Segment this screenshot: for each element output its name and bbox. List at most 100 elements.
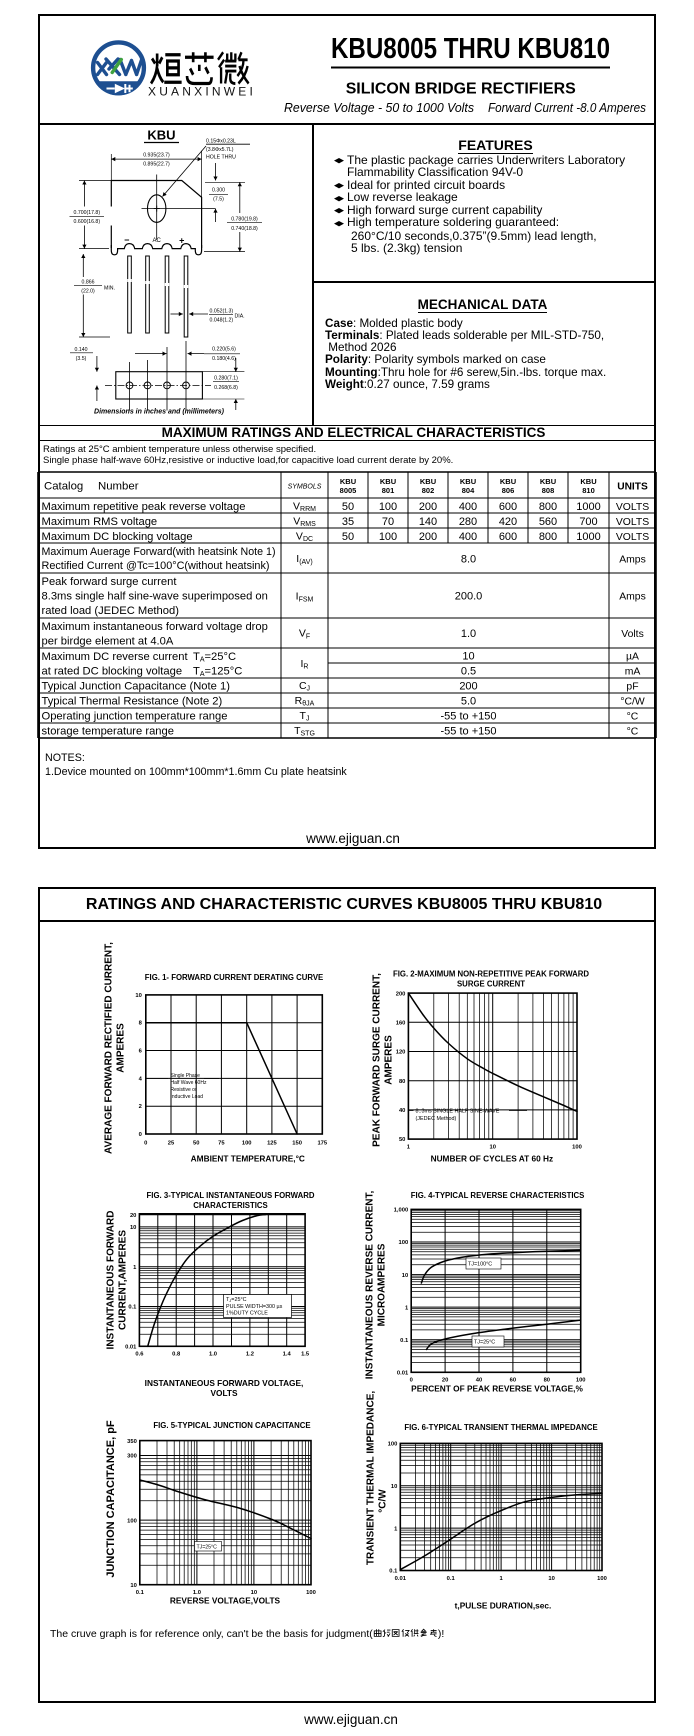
svg-text:100: 100	[127, 1518, 137, 1524]
svg-text:per birdge element at 4.0A: per birdge element at 4.0A	[42, 635, 174, 647]
svg-text:TA=25°C: TA=25°C	[193, 651, 236, 664]
svg-text:Operating junction temperature: Operating junction temperature range	[42, 710, 228, 722]
svg-text:0.01: 0.01	[397, 1371, 409, 1377]
svg-text:140: 140	[419, 516, 437, 528]
svg-text:0.01: 0.01	[395, 1576, 407, 1582]
svg-text:0.5: 0.5	[461, 666, 476, 678]
svg-text:MICROAMPERES: MICROAMPERES	[377, 1243, 388, 1326]
svg-text:AC: AC	[153, 238, 162, 244]
svg-text:KBU: KBU	[500, 477, 516, 486]
svg-text:REVERSE VOLTAGE,VOLTS: REVERSE VOLTAGE,VOLTS	[170, 1596, 281, 1606]
svg-text:Amps: Amps	[619, 554, 646, 565]
svg-text:0.6: 0.6	[135, 1352, 144, 1358]
svg-text:10: 10	[402, 1273, 408, 1279]
svg-text:200: 200	[396, 991, 406, 997]
svg-text:20: 20	[442, 1378, 448, 1384]
svg-text:1000: 1000	[576, 531, 600, 543]
svg-text:600: 600	[499, 531, 517, 543]
svg-text:+: +	[179, 236, 184, 246]
svg-text:°C: °C	[627, 726, 639, 737]
svg-text:INSTANTANEOUS FORWARD: INSTANTANEOUS FORWARD	[106, 1211, 117, 1350]
svg-text:rated load (JEDEC Method): rated load (JEDEC Method)	[42, 605, 180, 617]
svg-text:CHARACTERISTICS: CHARACTERISTICS	[193, 1201, 268, 1210]
svg-text:80: 80	[544, 1378, 550, 1384]
svg-text:Catalog: Catalog	[44, 481, 83, 493]
svg-text:0.1: 0.1	[400, 1338, 409, 1344]
svg-text:Rectified Current @Tc=100°C(wi: Rectified Current @Tc=100°C(without heat…	[42, 560, 270, 572]
svg-text:KBU: KBU	[380, 477, 396, 486]
svg-text:PEAK FORWARD SURGE CURRENT,: PEAK FORWARD SURGE CURRENT,	[372, 973, 383, 1147]
svg-text:0.1: 0.1	[389, 1569, 398, 1575]
svg-text:0.700(17.8): 0.700(17.8)	[74, 210, 101, 216]
svg-text:0.935(23.7): 0.935(23.7)	[143, 153, 170, 159]
svg-text:(JEDEC Method): (JEDEC Method)	[416, 1116, 457, 1122]
svg-text:INSTANTANEOUS FORWARD VOLTAGE,: INSTANTANEOUS FORWARD VOLTAGE,	[145, 1378, 304, 1388]
svg-text:1.0: 1.0	[193, 1590, 201, 1596]
svg-text:NUMBER OF CYCLES AT 60 Hz: NUMBER OF CYCLES AT 60 Hz	[431, 1154, 554, 1164]
svg-text:10: 10	[251, 1590, 257, 1596]
svg-text:200: 200	[419, 501, 437, 513]
svg-text:°C: °C	[627, 711, 639, 722]
svg-text:150: 150	[292, 1141, 302, 1147]
svg-text:0.01: 0.01	[125, 1345, 137, 1351]
svg-text:Maximum instantaneous forward: Maximum instantaneous forward voltage dr…	[42, 621, 268, 633]
svg-text:XUANXINWEI: XUANXINWEI	[148, 85, 256, 99]
svg-text:802: 802	[422, 486, 435, 495]
svg-text:storage temperature range: storage temperature range	[42, 725, 174, 737]
svg-text:35: 35	[342, 516, 354, 528]
svg-text:Maximum RMS voltage: Maximum RMS voltage	[42, 516, 158, 528]
svg-text:120: 120	[396, 1050, 406, 1056]
svg-text:UNITS: UNITS	[617, 481, 648, 492]
svg-text:SILICON BRIDGE RECTIFIERS: SILICON BRIDGE RECTIFIERS	[346, 81, 576, 98]
svg-text:50: 50	[342, 501, 354, 513]
svg-text:Peak forward surge current: Peak forward surge current	[42, 576, 178, 588]
svg-text:PULSE WIDTH=300 µs: PULSE WIDTH=300 µs	[226, 1304, 283, 1310]
svg-text:1000: 1000	[576, 501, 600, 513]
svg-text:5.0: 5.0	[461, 695, 476, 707]
svg-text:1: 1	[133, 1265, 137, 1271]
svg-text:806: 806	[502, 486, 515, 495]
svg-text:804: 804	[462, 486, 475, 495]
svg-text:10: 10	[489, 1145, 495, 1151]
svg-text:0.740(18.8): 0.740(18.8)	[231, 226, 258, 232]
svg-text:8: 8	[139, 1021, 143, 1027]
svg-text:KBU: KBU	[540, 477, 556, 486]
svg-text:FIG. 5-TYPICAL JUNCTION CAPACI: FIG. 5-TYPICAL JUNCTION CAPACITANCE	[153, 1421, 310, 1430]
svg-text:t,PULSE DURATION,sec.: t,PULSE DURATION,sec.	[455, 1601, 552, 1611]
svg-text:350: 350	[127, 1439, 137, 1445]
svg-text:50: 50	[342, 531, 354, 543]
svg-text:1.0: 1.0	[209, 1352, 217, 1358]
svg-text:10: 10	[130, 1583, 136, 1589]
svg-text:mA: mA	[625, 667, 641, 678]
svg-text:TA=125°C: TA=125°C	[193, 665, 242, 678]
svg-text:Forward Current -8.0 Amperes: Forward Current -8.0 Amperes	[488, 101, 646, 115]
svg-text:KBU: KBU	[420, 477, 436, 486]
svg-text:100: 100	[242, 1141, 252, 1147]
svg-text:70: 70	[382, 516, 394, 528]
svg-text:AMPERES: AMPERES	[384, 1035, 395, 1085]
svg-text:(3.8Φx5.7L): (3.8Φx5.7L)	[206, 147, 234, 153]
svg-text:300: 300	[127, 1454, 137, 1460]
svg-text:0.895(22.7): 0.895(22.7)	[143, 161, 170, 167]
svg-text:Half Wave 60Hz: Half Wave 60Hz	[171, 1080, 207, 1086]
svg-text:700: 700	[579, 516, 597, 528]
svg-text:801: 801	[382, 486, 395, 495]
svg-text:40: 40	[399, 1108, 405, 1114]
svg-text:FIG. 1- FORWARD CURRENT DERATI: FIG. 1- FORWARD CURRENT DERATING CURVE	[145, 973, 323, 982]
svg-text:Inductive Load: Inductive Load	[171, 1094, 204, 1100]
svg-text:FIG. 6-TYPICAL TRANSIENT THERM: FIG. 6-TYPICAL TRANSIENT THERMAL IMPEDAN…	[404, 1423, 597, 1432]
svg-text:0.268(6.8): 0.268(6.8)	[214, 385, 238, 391]
svg-text:Resistive or: Resistive or	[171, 1087, 197, 1093]
svg-text:75: 75	[218, 1141, 225, 1147]
svg-text:Maximum Auerage Forward(with h: Maximum Auerage Forward(with heatsink No…	[42, 546, 276, 558]
svg-text:280: 280	[459, 516, 477, 528]
svg-text:10: 10	[135, 993, 141, 999]
svg-text:100: 100	[572, 1145, 582, 1151]
svg-text:8.3ms single half sine-wave su: 8.3ms single half sine-wave superimposed…	[42, 590, 268, 602]
svg-text:100: 100	[379, 501, 397, 513]
svg-text:800: 800	[539, 501, 557, 513]
svg-text:1.5: 1.5	[301, 1352, 310, 1358]
svg-text:0.1: 0.1	[128, 1305, 137, 1311]
svg-text:SYMBOLS: SYMBOLS	[288, 483, 322, 490]
svg-text:KBU: KBU	[460, 477, 476, 486]
